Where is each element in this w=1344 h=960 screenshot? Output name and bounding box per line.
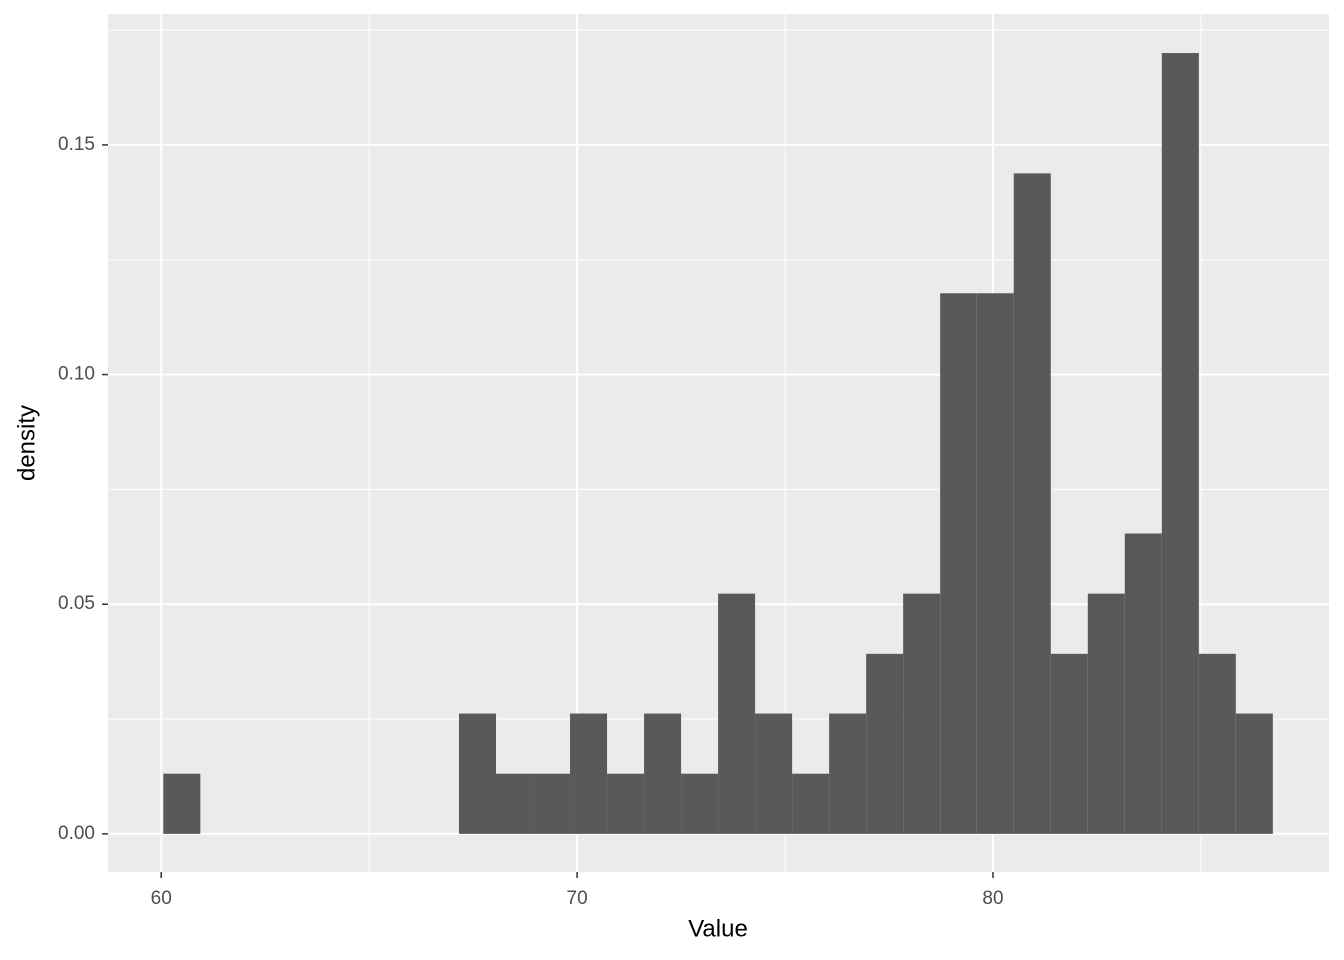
bar — [903, 593, 941, 834]
bar — [1198, 653, 1236, 834]
bar — [792, 773, 830, 834]
bar — [976, 293, 1014, 834]
bar — [940, 293, 977, 834]
x-tick-label: 70 — [567, 888, 588, 909]
bar — [681, 773, 719, 834]
bar — [718, 593, 756, 834]
x-tick-label: 60 — [151, 888, 172, 909]
bar — [607, 773, 645, 834]
bar — [1050, 653, 1088, 834]
bar — [1087, 593, 1125, 834]
bar — [1013, 173, 1051, 834]
bar — [1161, 53, 1199, 834]
y-axis-title: density — [13, 405, 40, 481]
bar — [533, 773, 571, 834]
bar — [496, 773, 534, 834]
bar — [458, 713, 497, 834]
x-axis-title: Value — [688, 915, 748, 942]
y-tick-label: 0.15 — [58, 134, 95, 155]
bar — [1124, 533, 1162, 834]
bar — [866, 653, 904, 834]
y-tick-label: 0.10 — [58, 364, 95, 385]
x-tick-label: 80 — [982, 888, 1003, 909]
y-tick-label: 0.00 — [58, 823, 95, 844]
bar — [570, 713, 608, 834]
bar — [163, 773, 201, 834]
axes: 60 70 80 0.00 0.05 0.10 0.15 — [58, 134, 1004, 909]
bar — [1235, 713, 1273, 834]
bar — [644, 713, 682, 834]
bar — [829, 713, 867, 834]
bar — [755, 713, 793, 834]
bars — [163, 53, 1273, 834]
y-tick-label: 0.05 — [58, 593, 95, 614]
